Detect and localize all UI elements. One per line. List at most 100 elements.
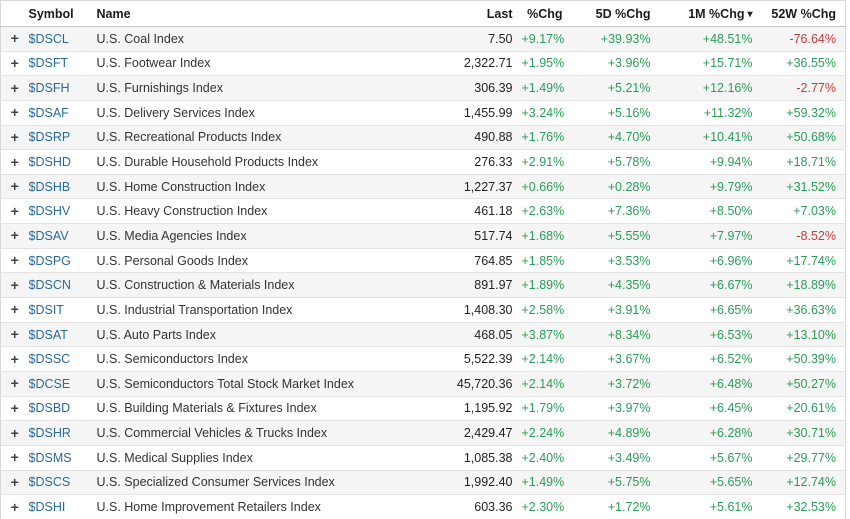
chg-value: +1.76% — [521, 124, 572, 150]
expand-plus-icon[interactable]: + — [10, 153, 19, 170]
chg-value: +1.68% — [521, 223, 572, 249]
expand-plus-icon[interactable]: + — [10, 449, 19, 466]
table-row: + $DSAT U.S. Auto Parts Index 468.05 +3.… — [0, 321, 846, 347]
chg5d-value: +3.53% — [571, 247, 660, 273]
header-52w-pct-chg[interactable]: 52W %Chg — [761, 0, 846, 27]
chg1m-value: +12.16% — [659, 75, 762, 101]
index-name: U.S. Home Improvement Retailers Index — [92, 494, 402, 519]
symbol-link[interactable]: $DSAV — [28, 228, 69, 243]
last-value: 1,195.92 — [401, 395, 522, 421]
header-1m-pct-chg[interactable]: 1M %Chg ▾ — [659, 0, 762, 27]
chg5d-value: +3.67% — [571, 346, 660, 372]
symbol-link[interactable]: $DSBD — [28, 401, 71, 416]
chg1m-value: +5.65% — [659, 469, 762, 495]
index-name: U.S. Construction & Materials Index — [92, 272, 402, 298]
last-value: 490.88 — [401, 124, 522, 150]
symbol-link[interactable]: $DSCN — [28, 278, 71, 293]
expand-plus-icon[interactable]: + — [10, 473, 19, 490]
expand-plus-icon[interactable]: + — [10, 54, 19, 71]
header-symbol[interactable]: Symbol — [28, 0, 93, 27]
chg5d-value: +1.72% — [571, 494, 660, 519]
expand-plus-icon[interactable]: + — [10, 104, 19, 121]
symbol-link[interactable]: $DSAF — [28, 105, 69, 120]
symbol-link[interactable]: $DSPG — [28, 253, 71, 268]
expand-plus-icon[interactable]: + — [10, 178, 19, 195]
expand-plus-icon[interactable]: + — [10, 326, 19, 342]
index-name: U.S. Semiconductors Total Stock Market I… — [92, 370, 402, 397]
table-row: + $DSAV U.S. Media Agencies Index 517.74… — [0, 223, 846, 249]
last-value: 891.97 — [401, 272, 522, 298]
expand-plus-icon[interactable]: + — [10, 375, 19, 392]
symbol-link[interactable]: $DSFH — [28, 81, 70, 96]
expand-plus-icon[interactable]: + — [10, 128, 19, 145]
chg52w-value: +7.03% — [761, 198, 846, 224]
symbol-link[interactable]: $DSHI — [28, 500, 66, 515]
symbol-link[interactable]: $DSCS — [28, 475, 71, 490]
header-5d-pct-chg[interactable]: 5D %Chg — [571, 0, 660, 27]
symbol-link[interactable]: $DSHR — [28, 426, 71, 441]
chg5d-value: +5.21% — [571, 75, 660, 101]
table-row: + $DSHR U.S. Commercial Vehicles & Truck… — [0, 420, 846, 446]
index-name: U.S. Specialized Consumer Services Index — [92, 469, 402, 495]
symbol-link[interactable]: $DSHD — [28, 155, 71, 170]
expand-plus-icon[interactable]: + — [10, 301, 19, 318]
chg1m-value: +6.48% — [659, 370, 762, 397]
expand-plus-icon[interactable]: + — [10, 227, 19, 244]
chg52w-value: -8.52% — [761, 223, 846, 249]
chg-value: +2.58% — [521, 297, 572, 323]
symbol-link[interactable]: $DSAT — [28, 327, 68, 342]
expand-plus-icon[interactable]: + — [10, 30, 19, 47]
expand-plus-icon[interactable]: + — [10, 252, 19, 269]
table-row: + $DSCL U.S. Coal Index 7.50 +9.17% +39.… — [0, 26, 846, 52]
symbol-link[interactable]: $DSRP — [28, 130, 71, 145]
header-pct-chg[interactable]: %Chg — [521, 0, 572, 27]
chg-value: +1.95% — [521, 50, 572, 76]
expand-plus-icon[interactable]: + — [10, 424, 19, 441]
symbol-link[interactable]: $DCSE — [28, 376, 71, 391]
chg5d-value: +39.93% — [600, 31, 651, 46]
chg-value: +2.14% — [521, 346, 572, 372]
last-value: 306.39 — [401, 75, 522, 101]
symbol-link[interactable]: $DSMS — [28, 450, 72, 465]
expand-plus-icon[interactable]: + — [10, 399, 19, 416]
header-last[interactable]: Last — [401, 0, 522, 27]
chg5d-value: +5.78% — [571, 149, 660, 175]
symbol-link[interactable]: $DSFT — [28, 56, 69, 71]
chg-value: +3.87% — [521, 321, 572, 347]
chg52w-value: -76.64% — [789, 31, 836, 46]
expand-plus-icon[interactable]: + — [10, 202, 19, 219]
chg-value: +1.89% — [521, 272, 572, 298]
symbol-link[interactable]: $DSSC — [28, 352, 71, 367]
chg52w-value: +29.77% — [761, 444, 846, 471]
symbol-link[interactable]: $DSCL — [28, 31, 69, 46]
last-value: 5,522.39 — [401, 346, 522, 372]
chg-value: +3.24% — [521, 99, 572, 126]
last-value: 1,408.30 — [401, 297, 522, 323]
last-value: 517.74 — [401, 223, 522, 249]
chg-value: +2.91% — [521, 149, 572, 175]
chg1m-value: +6.45% — [659, 395, 762, 421]
chg1m-value: +8.50% — [659, 198, 762, 224]
expand-plus-icon[interactable]: + — [10, 498, 19, 515]
table-row: + $DSFH U.S. Furnishings Index 306.39 +1… — [0, 75, 846, 101]
table-row: + $DSMS U.S. Medical Supplies Index 1,08… — [0, 444, 846, 471]
chg52w-value: +50.68% — [761, 124, 846, 150]
chg52w-value: +18.89% — [761, 272, 846, 298]
chg1m-value: +10.41% — [659, 124, 762, 150]
symbol-link[interactable]: $DSIT — [28, 302, 64, 317]
expand-plus-icon[interactable]: + — [10, 350, 19, 367]
expand-plus-icon[interactable]: + — [10, 79, 19, 96]
expand-plus-icon[interactable]: + — [10, 276, 19, 293]
chg1m-value: +6.53% — [659, 321, 762, 347]
chg1m-value: +6.52% — [659, 346, 762, 372]
chg1m-value: +48.51% — [702, 31, 753, 46]
symbol-link[interactable]: $DSHV — [28, 204, 71, 219]
last-value: 1,227.37 — [401, 173, 522, 199]
last-value: 1,992.40 — [401, 469, 522, 495]
symbol-link[interactable]: $DSHB — [28, 179, 71, 194]
header-name[interactable]: Name — [92, 0, 402, 27]
chg1m-value: +6.28% — [659, 420, 762, 446]
index-name: U.S. Recreational Products Index — [92, 124, 402, 150]
